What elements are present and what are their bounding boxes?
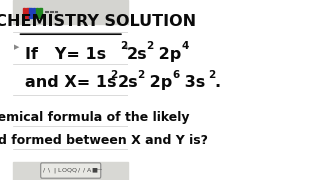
Bar (13, 0, 128, 24)
Bar (26, 8, 28, 18)
Text: The chemical formula of the likely: The chemical formula of the likely (0, 111, 190, 123)
Text: —: — (96, 168, 102, 173)
Text: /: / (43, 168, 45, 173)
Bar (29, 8, 32, 18)
Text: 2: 2 (208, 70, 215, 80)
Text: ■: ■ (91, 168, 97, 173)
Text: and X= 1s: and X= 1s (25, 75, 116, 90)
Text: 3s: 3s (179, 75, 205, 90)
Text: Q: Q (71, 168, 76, 173)
Text: 2: 2 (137, 70, 144, 80)
Text: |: | (53, 167, 55, 173)
Bar (36, 8, 38, 18)
Text: 2: 2 (120, 41, 127, 51)
Text: ◀: ◀ (122, 44, 127, 50)
Text: If   Y= 1s: If Y= 1s (25, 46, 106, 62)
FancyBboxPatch shape (41, 163, 101, 178)
Text: .: . (215, 75, 221, 90)
Text: /: / (83, 168, 85, 173)
Text: ▶: ▶ (14, 44, 20, 50)
Text: 6: 6 (172, 70, 180, 80)
Text: Q: Q (67, 168, 71, 173)
Text: 2s: 2s (127, 46, 148, 62)
Bar (23, 8, 25, 18)
Text: 2: 2 (146, 41, 154, 51)
Text: 2p: 2p (153, 46, 181, 62)
Bar (33, 8, 35, 18)
Text: 2p: 2p (144, 75, 172, 90)
Text: 4: 4 (182, 41, 189, 51)
Text: A: A (87, 168, 91, 173)
Text: L: L (57, 168, 61, 173)
Text: /: / (78, 168, 80, 173)
Bar (39, 8, 42, 18)
Text: JAMB CHEMISTRY SOLUTION: JAMB CHEMISTRY SOLUTION (0, 14, 197, 29)
Text: 2s: 2s (117, 75, 138, 90)
Text: 2: 2 (111, 70, 118, 80)
Bar (13, 162, 128, 180)
Text: compound formed between X and Y is?: compound formed between X and Y is? (0, 134, 208, 147)
Text: \: \ (48, 168, 50, 173)
Text: O: O (61, 168, 67, 173)
